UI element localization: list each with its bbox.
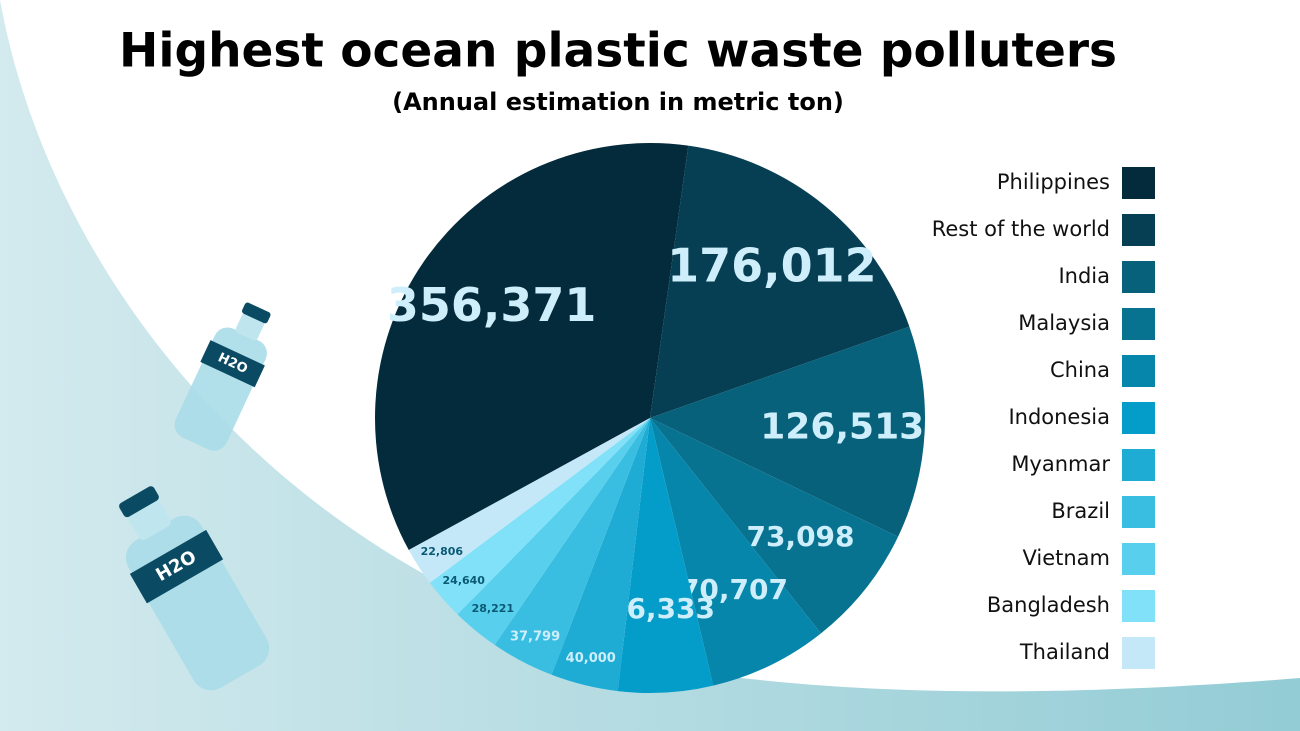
bottle: H2O <box>119 486 270 691</box>
pie-slice <box>650 418 821 686</box>
data-label: 176,012 <box>667 239 877 293</box>
data-label: 37,799 <box>510 630 560 645</box>
legend-swatch <box>1122 402 1155 434</box>
legend-swatch <box>1122 261 1155 293</box>
legend-swatch <box>1122 449 1155 481</box>
data-label: 70,707 <box>680 573 788 606</box>
legend-label: China <box>1050 358 1110 382</box>
pie-slice <box>375 143 689 551</box>
legend-swatch <box>1122 637 1155 669</box>
legend-swatch <box>1122 496 1155 528</box>
legend-swatch <box>1122 543 1155 575</box>
legend-swatch <box>1122 355 1155 387</box>
pie-slice <box>457 418 650 645</box>
legend-label: Myanmar <box>1011 452 1110 476</box>
data-label: 126,513 <box>760 406 924 447</box>
pie-slice <box>617 418 714 694</box>
legend-label: India <box>1058 264 1110 288</box>
pie: 356,371176,012126,51373,09870,70756,3334… <box>375 143 925 694</box>
legend-label: Thailand <box>1019 640 1110 664</box>
legend-label: Philippines <box>997 170 1110 194</box>
pie-slice <box>429 418 650 615</box>
legend-label: Indonesia <box>1008 405 1110 429</box>
legend-label: Malaysia <box>1018 311 1110 335</box>
data-label: 28,221 <box>472 602 514 615</box>
legend: Philippines Rest of the world India Malaysi… <box>932 167 1155 669</box>
legend-label: Bangladesh <box>987 593 1110 617</box>
pie-slice <box>650 145 910 419</box>
bottle: H2O <box>174 302 271 451</box>
data-label: 22,806 <box>421 545 464 558</box>
legend-swatch <box>1122 308 1155 340</box>
data-label: 73,098 <box>746 520 854 553</box>
data-label: 40,000 <box>566 651 616 666</box>
chart-title: Highest ocean plastic waste polluters <box>119 24 1117 79</box>
legend-swatch <box>1122 167 1155 199</box>
pie-slice <box>494 418 650 675</box>
pie-slice <box>551 418 650 692</box>
pie-slice <box>650 326 925 537</box>
chart-subtitle: (Annual estimation in metric ton) <box>392 88 844 116</box>
pie-slice <box>650 418 899 634</box>
legend-label: Brazil <box>1051 499 1110 523</box>
legend-swatch <box>1122 590 1155 622</box>
legend-label: Vietnam <box>1022 546 1110 570</box>
data-label: 24,640 <box>443 574 486 587</box>
legend-label: Rest of the world <box>932 217 1110 241</box>
pie-slice <box>408 418 650 583</box>
legend-swatch <box>1122 214 1155 246</box>
data-label: 356,371 <box>387 278 597 332</box>
